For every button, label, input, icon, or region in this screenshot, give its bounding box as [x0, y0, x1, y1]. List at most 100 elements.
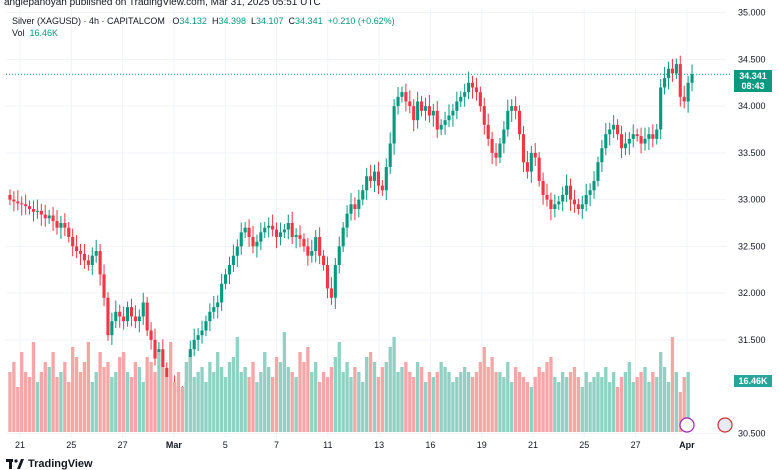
- candle-body: [431, 110, 435, 116]
- candle-body: [408, 101, 412, 107]
- volume-bar: [235, 337, 239, 432]
- volume-bar: [580, 387, 584, 432]
- candle-body: [627, 138, 631, 144]
- candle-body: [420, 101, 424, 111]
- volume-bar: [627, 362, 631, 432]
- volume-legend: Vol 16.46K: [12, 28, 58, 38]
- volume-bar: [94, 372, 98, 432]
- candle-body: [600, 148, 604, 163]
- volume-bar: [466, 372, 471, 432]
- volume-bar: [82, 362, 87, 432]
- volume-bar: [600, 377, 604, 432]
- volume-bar: [227, 362, 232, 432]
- volume-bar: [63, 362, 67, 432]
- volume-bar: [349, 377, 353, 432]
- candle-body: [28, 206, 32, 209]
- candle-body: [161, 349, 165, 368]
- volume-bar: [341, 372, 345, 432]
- candle-body: [392, 106, 396, 144]
- candle-body: [686, 82, 690, 102]
- candle-body: [494, 152, 498, 158]
- candle-body: [423, 106, 428, 111]
- volume-bar: [74, 357, 79, 432]
- volume-bar: [353, 367, 357, 432]
- volume-bar: [376, 377, 381, 432]
- candle-body: [541, 180, 545, 195]
- candle-body: [278, 232, 282, 238]
- candle-body: [94, 251, 98, 256]
- economic-flag-icon: [717, 417, 733, 433]
- volume-bar: [345, 362, 349, 432]
- volume-bar: [357, 372, 361, 432]
- candle-body: [196, 335, 200, 340]
- candle-body: [592, 180, 596, 191]
- candle-body: [231, 255, 235, 266]
- candle-body: [380, 185, 384, 191]
- candle-body: [447, 115, 451, 121]
- volume-bar: [110, 377, 114, 432]
- volume-bar: [662, 367, 667, 432]
- candle-body: [463, 92, 467, 97]
- volume-bar: [408, 372, 412, 432]
- candle-body: [129, 307, 134, 317]
- candle-body: [153, 339, 157, 359]
- candle-body: [204, 321, 208, 331]
- candle-body: [514, 106, 518, 111]
- tradingview-brand[interactable]: TradingView: [6, 458, 93, 470]
- volume-bar: [639, 372, 643, 432]
- volume-bar: [78, 372, 83, 432]
- candle-body: [427, 106, 431, 116]
- volume-bar: [169, 342, 173, 432]
- volume-bar: [392, 337, 396, 432]
- volume-bar: [651, 372, 655, 432]
- candle-body: [361, 190, 365, 200]
- volume-bar: [274, 357, 279, 432]
- candle-body: [666, 68, 671, 79]
- candle-body: [369, 176, 373, 181]
- lightning-event-icon: [679, 417, 695, 433]
- volume-bar: [8, 372, 12, 432]
- candle-body: [631, 134, 635, 139]
- volume-bar: [647, 382, 651, 432]
- y-tick-label: 32.500: [738, 241, 766, 251]
- volume-bar: [180, 387, 185, 432]
- volume-bar: [255, 382, 259, 432]
- candle-body: [651, 134, 655, 139]
- change-value: +0.210 (+0.62%): [327, 16, 395, 26]
- candle-body: [67, 227, 71, 238]
- volume-bar: [47, 367, 51, 432]
- vol-value: 16.46K: [29, 28, 59, 38]
- volume-bar: [325, 377, 330, 432]
- volume-bar: [125, 372, 130, 432]
- candle-body: [655, 129, 659, 139]
- low-label: L: [250, 16, 256, 26]
- symbol-label[interactable]: Silver (XAGUSD) · 4h · CAPITALCOM: [12, 16, 165, 26]
- candle-body: [118, 311, 122, 317]
- close-value: 34.341: [295, 16, 323, 26]
- y-tick-label: 34.500: [738, 54, 766, 64]
- candle-body: [525, 162, 529, 172]
- volume-bar: [635, 377, 639, 432]
- volume-bar: [121, 352, 126, 432]
- candle-body: [337, 246, 341, 266]
- candle-body: [616, 124, 620, 135]
- volume-bar: [51, 352, 55, 432]
- candle-body: [302, 238, 306, 247]
- volume-bar: [27, 377, 32, 432]
- volume-bar: [561, 372, 565, 432]
- volume-bar: [541, 372, 545, 432]
- volume-bar: [596, 372, 600, 432]
- volume-bar: [412, 377, 416, 432]
- candle-body: [51, 215, 55, 222]
- volume-bar: [149, 362, 153, 432]
- volume-bar: [204, 382, 208, 432]
- volume-bar: [314, 362, 318, 432]
- volume-bar: [666, 382, 671, 432]
- volume-bar: [533, 377, 537, 432]
- candle-body: [549, 199, 553, 209]
- volume-bar: [572, 367, 577, 432]
- volume-bar: [474, 372, 479, 432]
- low-value: 34.107: [256, 16, 284, 26]
